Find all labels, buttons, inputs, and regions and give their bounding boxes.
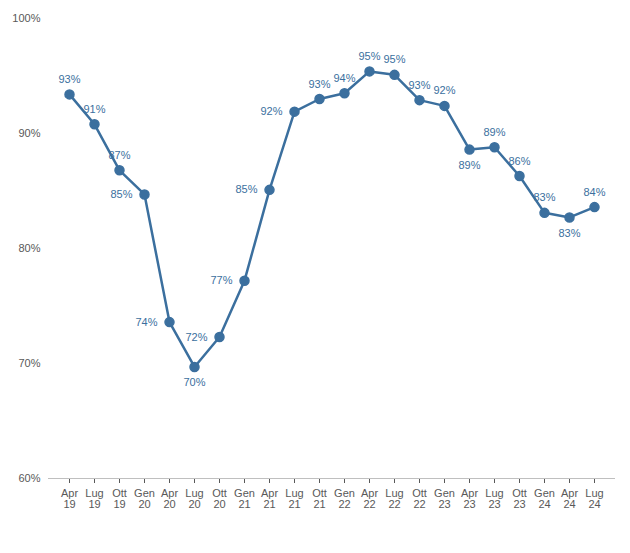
svg-text:Lug19: Lug19 bbox=[85, 487, 103, 510]
svg-text:72%: 72% bbox=[185, 331, 207, 343]
svg-text:Apr21: Apr21 bbox=[261, 487, 278, 510]
svg-text:Gen21: Gen21 bbox=[234, 487, 255, 510]
svg-text:93%: 93% bbox=[308, 78, 330, 90]
svg-text:84%: 84% bbox=[583, 186, 605, 198]
svg-text:Ott19: Ott19 bbox=[112, 487, 127, 510]
svg-text:Lug22: Lug22 bbox=[385, 487, 403, 510]
svg-text:92%: 92% bbox=[260, 105, 282, 117]
svg-text:Lug24: Lug24 bbox=[585, 487, 603, 510]
svg-text:Lug23: Lug23 bbox=[485, 487, 503, 510]
svg-text:Apr20: Apr20 bbox=[161, 487, 178, 510]
svg-text:89%: 89% bbox=[483, 126, 505, 138]
svg-text:Ott22: Ott22 bbox=[412, 487, 427, 510]
svg-text:95%: 95% bbox=[383, 53, 405, 65]
svg-text:Ott20: Ott20 bbox=[212, 487, 227, 510]
svg-text:94%: 94% bbox=[333, 72, 355, 84]
svg-text:93%: 93% bbox=[408, 79, 430, 91]
svg-text:Apr19: Apr19 bbox=[61, 487, 78, 510]
svg-text:Ott21: Ott21 bbox=[312, 487, 327, 510]
svg-text:Apr24: Apr24 bbox=[561, 487, 578, 510]
svg-text:Ott23: Ott23 bbox=[512, 487, 527, 510]
svg-text:92%: 92% bbox=[433, 84, 455, 96]
svg-text:60%: 60% bbox=[18, 472, 40, 484]
svg-text:83%: 83% bbox=[533, 191, 555, 203]
svg-text:Gen20: Gen20 bbox=[134, 487, 155, 510]
svg-text:Gen24: Gen24 bbox=[534, 487, 555, 510]
svg-text:70%: 70% bbox=[183, 376, 205, 388]
svg-text:70%: 70% bbox=[18, 357, 40, 369]
svg-text:Lug20: Lug20 bbox=[185, 487, 203, 510]
svg-text:95%: 95% bbox=[358, 50, 380, 62]
svg-text:93%: 93% bbox=[58, 73, 80, 85]
svg-text:100%: 100% bbox=[12, 12, 40, 24]
svg-text:Gen23: Gen23 bbox=[434, 487, 455, 510]
svg-text:74%: 74% bbox=[135, 316, 157, 328]
svg-text:85%: 85% bbox=[235, 183, 257, 195]
svg-text:Lug21: Lug21 bbox=[285, 487, 303, 510]
svg-text:87%: 87% bbox=[108, 149, 130, 161]
svg-text:91%: 91% bbox=[83, 103, 105, 115]
svg-text:77%: 77% bbox=[210, 274, 232, 286]
svg-text:Apr23: Apr23 bbox=[461, 487, 478, 510]
svg-text:80%: 80% bbox=[18, 242, 40, 254]
svg-text:83%: 83% bbox=[558, 227, 580, 239]
svg-text:86%: 86% bbox=[508, 155, 530, 167]
svg-text:85%: 85% bbox=[110, 188, 132, 200]
svg-text:Apr22: Apr22 bbox=[361, 487, 378, 510]
svg-text:89%: 89% bbox=[458, 159, 480, 171]
svg-text:90%: 90% bbox=[18, 127, 40, 139]
svg-text:Gen22: Gen22 bbox=[334, 487, 355, 510]
